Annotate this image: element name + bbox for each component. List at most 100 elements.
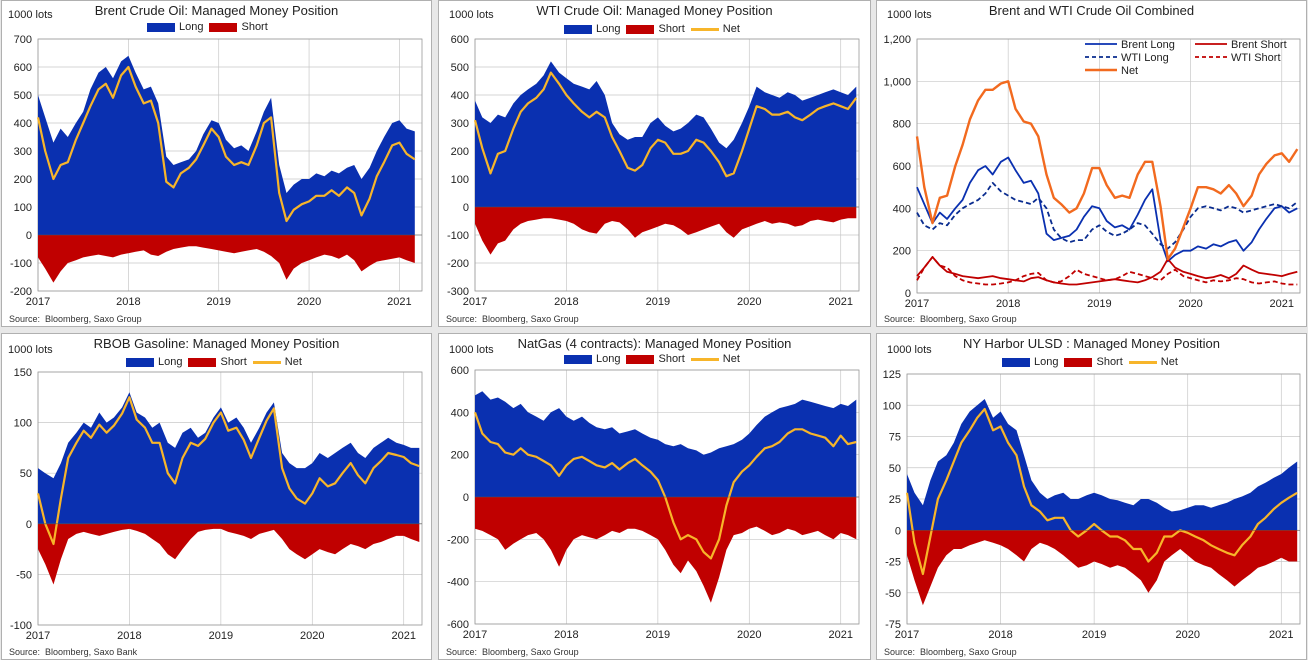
series-line-net [915,80,1299,261]
y-tick-label: -25 [885,557,901,569]
y-tick-label: 600 [451,34,469,46]
chart-title: RBOB Gasoline: Managed Money Position [93,336,340,351]
x-tick-label: 2020 [297,296,321,308]
series-area-long [475,391,857,497]
unit-label: 1000 lots [8,344,53,356]
y-tick-label: 400 [451,407,469,419]
legend-label-net: Net [722,353,740,365]
chart-panel-rbob: -100 -50 0 50 100 150 2017 2018 2019 2020 2021 RBO… [1,333,432,660]
y-tick-label: 100 [451,174,469,186]
legend-swatch-net [1128,360,1157,364]
legend-item-net: Net [690,353,740,365]
series-area-long [475,61,857,208]
source-text: Bloomberg, Saxo Group [920,314,1017,324]
y-tick-label: -100 [10,620,32,632]
x-tick-label: 2021 [1270,298,1294,310]
y-tick-label: -200 [10,286,32,298]
x-tick-label: 2019 [206,296,230,308]
x-tick-label: 2017 [905,298,929,310]
chart-panel-combined: 0 200 400 600 800 1,000 1,200 2017 2018 2019 2020 2… [876,0,1307,327]
x-tick-label: 2019 [646,296,670,308]
y-tick-label: 200 [451,450,469,462]
source-note: Source: Bloomberg, Saxo Group [446,314,579,324]
chart-svg-rbob: -100 -50 0 50 100 150 2017 2018 2019 2020 2021 [10,367,423,642]
legend-swatch-long [1002,357,1030,367]
legend-swatch-short [626,24,655,34]
chart-title: Brent and WTI Crude Oil Combined [988,3,1195,18]
x-tick-label: 2018 [988,629,1012,641]
y-tick-label: 200 [893,246,911,258]
series-area-long [907,399,1298,531]
legend: Long Short Net [1002,356,1184,368]
y-tick-label: 0 [905,288,911,300]
legend-swatch-net [690,27,719,31]
plot-frame [916,38,1301,294]
x-tick-label: 2021 [828,629,852,641]
series-area-short [907,530,1298,606]
source-note: Source: Bloomberg, Saxo Group [446,647,579,657]
x-tick-label: 2021 [828,296,852,308]
legend-item-long: Long [564,23,620,35]
legend-swatch-short [188,357,217,367]
x-tick-label: 2017 [895,629,919,641]
source-text: Bloomberg, Saxo Group [482,647,579,657]
y-tick-label: 200 [14,174,32,186]
legend-label-short: Short [241,21,268,33]
legend-swatch-long [564,24,592,34]
series-line-wti-long [916,182,1298,250]
chart-title: NY Harbor ULSD : Managed Money Position [963,336,1220,351]
source-label: Source: [446,647,478,657]
y-tick-label: 700 [14,34,32,46]
y-tick-label: 800 [893,119,911,131]
y-tick-label: -50 [16,569,32,581]
legend-label-short: Short [1096,356,1123,368]
legend-label-net: Net [722,23,740,35]
unit-label: 1000 lots [8,9,53,21]
y-tick-label: 200 [451,146,469,158]
x-tick-label: 2020 [1175,629,1199,641]
y-tick-label: 300 [14,146,32,158]
source-text: Bloomberg, Saxo Group [45,314,142,324]
legend-item-long: Long [1002,356,1058,368]
legend-label-short: Short [658,353,685,365]
legend-swatch-short [626,354,655,364]
y-tick-label: 0 [26,230,32,242]
y-tick-label: 400 [893,203,911,215]
y-tick-label: 600 [893,161,911,173]
chart-svg-wti: -300 -200 -100 0 100 200 300 400 500 600 2017 2018 2… [447,34,860,308]
legend-label-long: Long [179,21,204,33]
y-tick-label: -300 [447,286,469,298]
legend-item-long: Long [564,353,620,365]
x-tick-label: 2018 [554,629,578,641]
series-area-short [475,497,857,603]
source-label: Source: [884,647,916,657]
x-tick-label: 2020 [737,629,761,641]
legend-item-net: Net [1128,356,1178,368]
legend-label-long: Long [1034,356,1059,368]
series-area-short [475,207,857,255]
chart-panel-ulsd: -75 -50 -25 0 25 50 75 100 125 2017 2018 2019 2020 20… [876,333,1307,660]
source-note: Source: Bloomberg, Saxo Group [884,647,1017,657]
series-area-short [38,523,420,585]
chart-panel-natgas: -600 -400 -200 0 200 400 600 2017 2018 2019 2020 20… [438,333,871,660]
legend-swatch-long [126,357,154,367]
source-note: Source: Bloomberg, Saxo Group [9,314,142,324]
source-text: Bloomberg, Saxo Bank [45,647,138,657]
legend-label-short: Short [658,23,685,35]
legend-swatch-short [209,22,238,32]
unit-label: 1000 lots [887,344,932,356]
x-tick-label: 2018 [117,630,141,642]
legend-label-net: Net [1160,356,1178,368]
legend-label-long: Long [596,23,621,35]
y-tick-label: 50 [20,468,32,480]
unit-label: 1000 lots [887,9,932,21]
series-line-net [36,65,416,223]
legend-swatch-long [564,354,592,364]
y-tick-label: 100 [14,418,32,430]
y-tick-label: 25 [889,494,901,506]
y-tick-label: -100 [10,258,32,270]
y-tick-label: 400 [14,118,32,130]
unit-label: 1000 lots [449,344,494,356]
series-line-net [473,71,858,178]
y-tick-label: 0 [895,525,901,537]
